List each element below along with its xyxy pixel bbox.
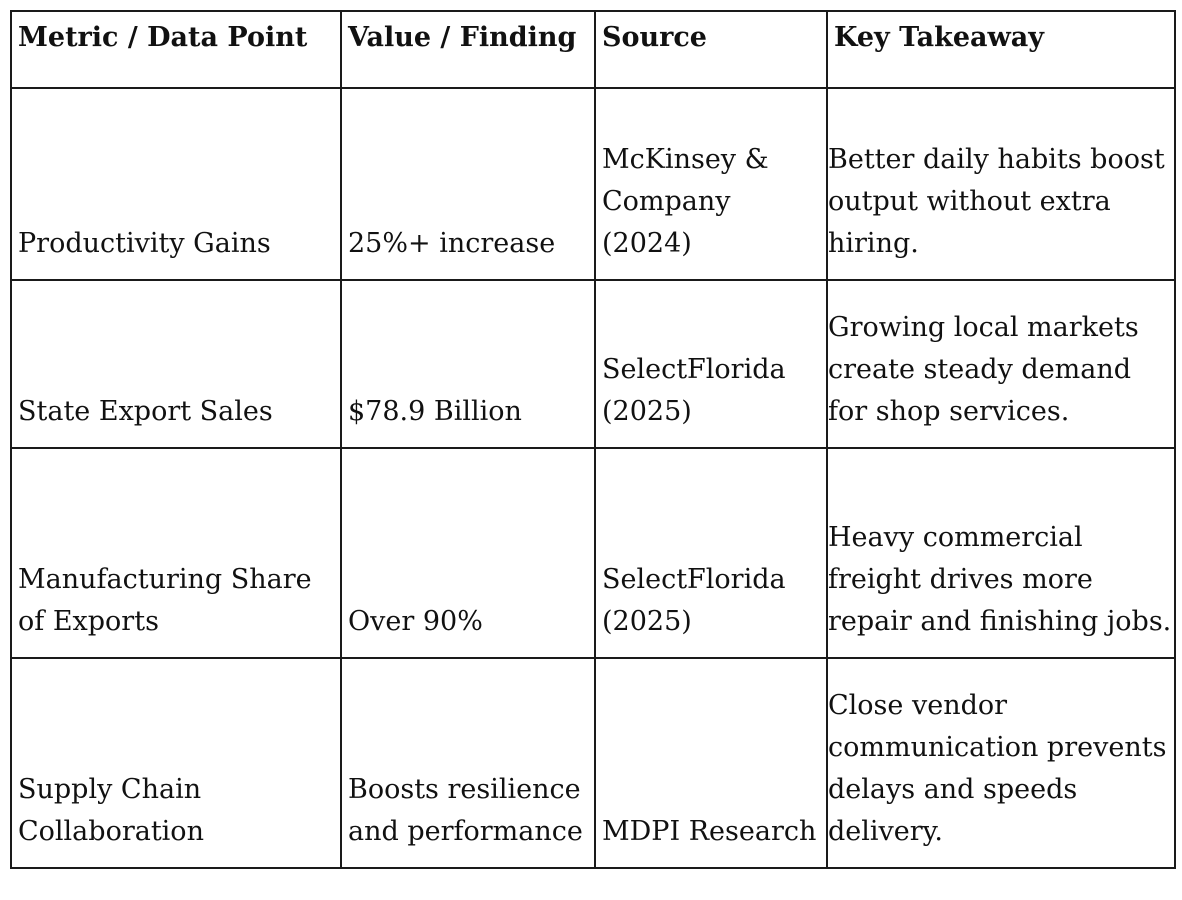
value-text: Over 90%: [348, 606, 483, 637]
header-source-label: Source: [602, 22, 707, 53]
table-row: Productivity Gains 25%+ increase McKinse…: [10, 87, 1176, 281]
value-text: Boosts resilience and performance: [348, 774, 583, 847]
source-text: MDPI Research: [602, 816, 817, 847]
cell-takeaway: Better daily habits boost output without…: [826, 87, 1176, 281]
header-metric-label: Metric / Data Point: [18, 22, 308, 53]
cell-metric: Supply Chain Collaboration: [10, 657, 342, 869]
value-text: 25%+ increase: [348, 228, 556, 259]
takeaway-text: Close vendor communication prevents dela…: [828, 690, 1167, 847]
cell-takeaway: Heavy commercial freight drives more rep…: [826, 447, 1176, 659]
cell-takeaway: Growing local markets create steady dema…: [826, 279, 1176, 449]
takeaway-text: Growing local markets create steady dema…: [828, 312, 1139, 427]
cell-source: McKinsey & Company (2024): [594, 87, 828, 281]
table-header: Metric / Data Point Value / Finding Sour…: [10, 10, 1176, 89]
cell-value: $78.9 Billion: [340, 279, 596, 449]
value-text: $78.9 Billion: [348, 396, 522, 427]
cell-source: MDPI Research: [594, 657, 828, 869]
header-metric: Metric / Data Point: [10, 10, 342, 89]
metric-text: State Export Sales: [18, 396, 273, 427]
table-row: Manufacturing Share of Exports Over 90% …: [10, 447, 1176, 659]
header-source: Source: [594, 10, 828, 89]
cell-metric: State Export Sales: [10, 279, 342, 449]
metric-text: Productivity Gains: [18, 228, 271, 259]
cell-value: 25%+ increase: [340, 87, 596, 281]
table-row: Supply Chain Collaboration Boosts resili…: [10, 657, 1176, 869]
header-value: Value / Finding: [340, 10, 596, 89]
header-takeaway-label: Key Takeaway: [834, 22, 1044, 53]
takeaway-text: Better daily habits boost output without…: [828, 144, 1165, 259]
cell-metric: Productivity Gains: [10, 87, 342, 281]
cell-value: Over 90%: [340, 447, 596, 659]
cell-takeaway: Close vendor communication prevents dela…: [826, 657, 1176, 869]
source-text: McKinsey & Company (2024): [602, 144, 769, 259]
header-row: Metric / Data Point Value / Finding Sour…: [10, 10, 1176, 89]
takeaway-text: Heavy commercial freight drives more rep…: [828, 522, 1172, 637]
header-takeaway: Key Takeaway: [826, 10, 1176, 89]
cell-source: SelectFlorida (2025): [594, 279, 828, 449]
source-text: SelectFlorida (2025): [602, 354, 786, 427]
metric-text: Manufacturing Share of Exports: [18, 564, 312, 637]
cell-metric: Manufacturing Share of Exports: [10, 447, 342, 659]
metric-text: Supply Chain Collaboration: [18, 774, 204, 847]
source-text: SelectFlorida (2025): [602, 564, 786, 637]
header-value-label: Value / Finding: [348, 22, 577, 53]
data-table: Metric / Data Point Value / Finding Sour…: [10, 10, 1176, 869]
cell-value: Boosts resilience and performance: [340, 657, 596, 869]
table-row: State Export Sales $78.9 Billion SelectF…: [10, 279, 1176, 449]
table-body: Productivity Gains 25%+ increase McKinse…: [10, 87, 1176, 869]
cell-source: SelectFlorida (2025): [594, 447, 828, 659]
